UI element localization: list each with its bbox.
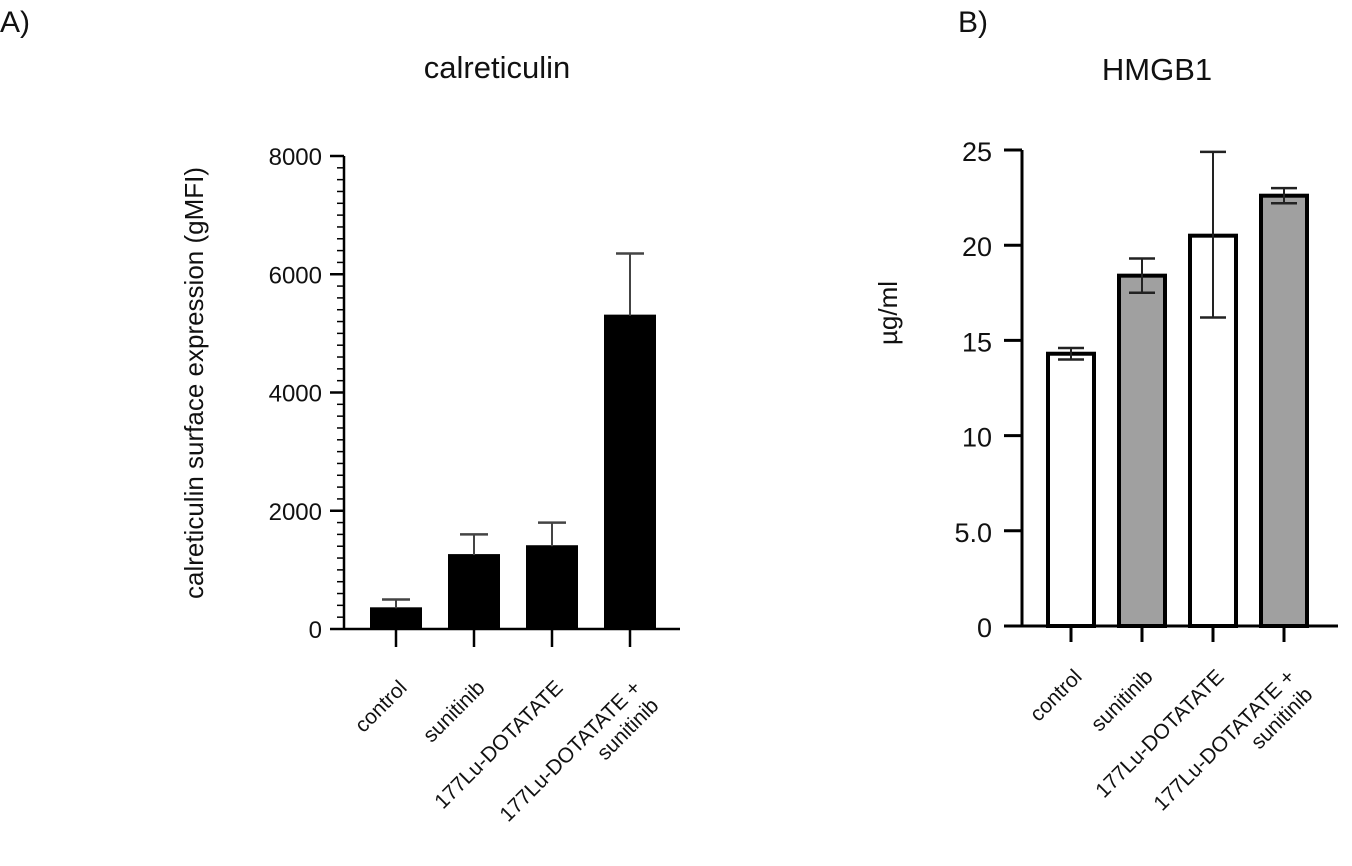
x-tick-label-sunitinib: sunitinib (419, 676, 490, 747)
panel-a-calreticulin-chart: A) calreticulin calreticulin surface exp… (0, 6, 680, 844)
y-tick-label: 6000 (269, 262, 322, 289)
panel-a-error-bars (382, 252, 644, 609)
panel-b-y-tick-labels: 0 5.0 10 15 20 25 (954, 137, 992, 643)
panel-a-label: A) (0, 6, 30, 39)
x-tick-label-177lu-dotatate: 177Lu-DOTATATE (1091, 665, 1228, 802)
y-tick-label: 0 (309, 617, 322, 644)
y-tick-label: 15 (962, 327, 992, 357)
y-tick-label: 0 (977, 613, 992, 643)
y-tick-label: 4000 (269, 381, 322, 408)
bar-177lu-dotatate (526, 545, 578, 630)
panel-b-hmgb1-chart: B) HMGB1 µg/ml 0 5.0 10 15 20 25 control sunit… (873, 6, 1338, 833)
x-tick-label-177lu-dotatate-sunitinib: 177Lu-DOTATATE +sunitinib (1149, 665, 1317, 833)
bar-control (1046, 351, 1096, 628)
panel-a-x-tick-labels: control sunitinib177Lu-DOTATATE177Lu-DOTA… (351, 676, 664, 844)
bar-177lu-dotatate-sunitinib (1259, 193, 1309, 628)
panel-b-x-tick-labels: control sunitinib177Lu-DOTATATE177Lu-DOTA… (1026, 665, 1318, 833)
panel-a-title: calreticulin (424, 50, 570, 85)
bar-177lu-dotatate-sunitinib (604, 314, 656, 630)
panel-a-y-axis-label: calreticulin surface expression (gMFI) (179, 167, 209, 599)
panel-b-label: B) (958, 6, 988, 39)
bar-control (370, 607, 422, 631)
x-tick-label-177lu-dotatate: 177Lu-DOTATATE (430, 676, 567, 813)
y-tick-label: 25 (962, 137, 992, 167)
panel-a-bars (370, 314, 656, 631)
x-tick-label-control: control (1026, 665, 1087, 726)
y-tick-label: 8000 (269, 144, 322, 171)
x-tick-label-control: control (351, 676, 412, 737)
panel-b-title: HMGB1 (1102, 52, 1212, 87)
panel-b-bars (1046, 193, 1309, 628)
bar-sunitinib (448, 554, 500, 630)
panel-b-y-axis-label: µg/ml (873, 281, 903, 345)
panel-a-y-tick-labels: 0 2000 4000 6000 8000 (269, 144, 322, 644)
x-tick-label-sunitinib: sunitinib (1087, 665, 1158, 736)
y-tick-label: 5.0 (954, 518, 992, 548)
y-tick-label: 20 (962, 232, 992, 262)
bar-sunitinib (1117, 273, 1167, 628)
x-tick-label-177lu-dotatate-sunitinib: 177Lu-DOTATATE +sunitinib (495, 676, 663, 844)
y-tick-label: 10 (962, 423, 992, 453)
panel-b-error-bars (1058, 150, 1297, 361)
y-tick-label: 2000 (269, 499, 322, 526)
